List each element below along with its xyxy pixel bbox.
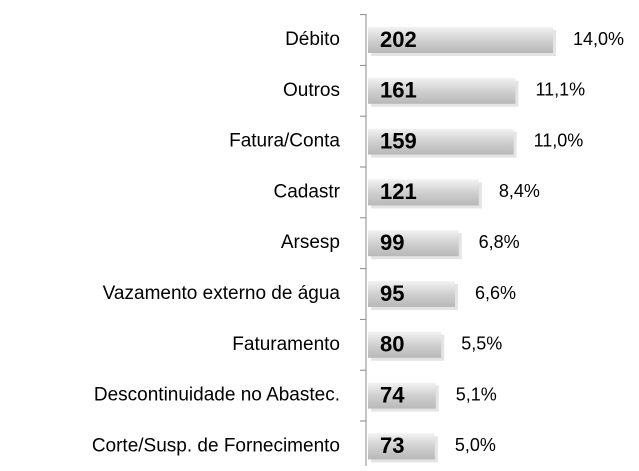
category-label: Faturamento (232, 334, 340, 355)
share-label: 8,4% (499, 181, 540, 201)
share-label: 6,6% (475, 283, 516, 303)
bar (368, 230, 459, 257)
share-label: 5,5% (461, 334, 502, 354)
bar (368, 433, 435, 460)
bar-value-label: 159 (380, 128, 417, 153)
share-label: 5,1% (456, 384, 497, 404)
bar-value-label: 121 (380, 179, 417, 204)
bar-value-label: 99 (380, 230, 404, 255)
category-label: Corte/Susp. de Fornecimento (92, 435, 340, 456)
share-label: 11,0% (534, 130, 584, 150)
share-label: 11,1% (535, 80, 585, 100)
bar-value-label: 80 (380, 332, 404, 357)
bar-value-label: 74 (380, 382, 405, 407)
category-label: Vazamento externo de água (103, 283, 341, 304)
category-label: Débito (285, 29, 340, 50)
bar (368, 281, 456, 307)
category-label: Outros (283, 80, 340, 101)
bar (368, 77, 516, 104)
bar (368, 27, 553, 53)
category-label: Fatura/Conta (229, 131, 340, 152)
bar (368, 331, 442, 358)
category-label: Cadastr (273, 181, 340, 202)
bar-value-label: 73 (380, 433, 404, 458)
share-label: 5,0% (455, 435, 496, 455)
bar-value-label: 95 (380, 281, 404, 306)
bar-value-label: 202 (380, 27, 417, 52)
bar (368, 128, 514, 155)
category-label: Descontinuidade no Abastec. (94, 385, 340, 406)
category-label: Arsesp (281, 232, 340, 253)
bar (368, 382, 436, 409)
bar-value-label: 161 (380, 78, 417, 103)
bar (368, 179, 479, 206)
share-label: 6,8% (479, 232, 520, 252)
share-label: 14,0% (573, 29, 624, 49)
